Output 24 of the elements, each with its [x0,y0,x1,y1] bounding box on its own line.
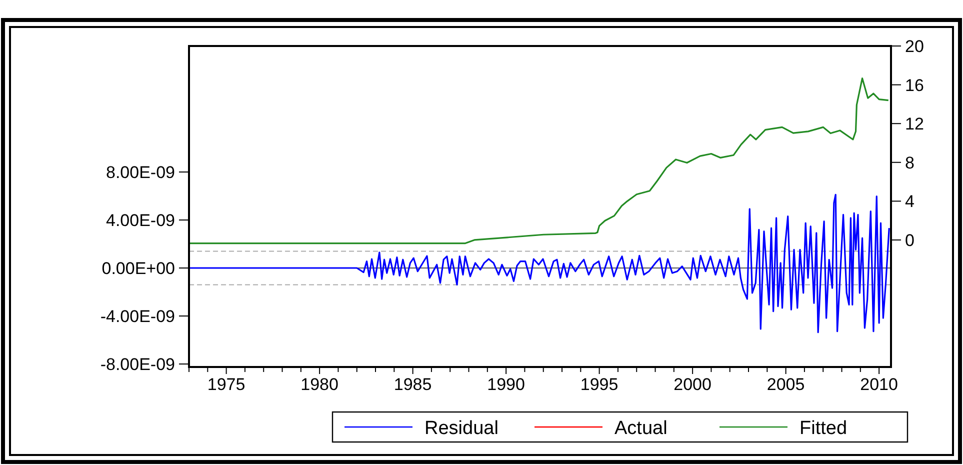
line-series [188,77,890,244]
y2-tick-label: 16 [905,76,924,95]
y-tick-label: 8.00E-09 [106,163,175,182]
x-tick-label: 2005 [766,375,805,394]
x-tick-label: 1980 [300,375,338,394]
x-tick-label: 1995 [580,375,618,394]
y2-tick-label: 4 [905,192,914,212]
x-tick-label: 1975 [207,375,246,394]
x-tick-label: 2010 [860,375,898,394]
y2-tick-label: 0 [905,230,914,250]
x-tick-label: 2000 [674,375,712,394]
x-tick-label: 1990 [487,375,525,394]
legend-label: Residual [424,418,498,439]
y-tick-label: 4.00E-09 [106,211,175,230]
y-tick-label: -8.00E-09 [100,355,175,374]
y-tick-label: -4.00E-09 [100,307,175,326]
legend-label: Fitted [800,418,848,439]
y2-tick-label: 20 [905,37,924,56]
line-series [188,194,890,334]
y-tick-label: 0.00E+00 [102,259,175,278]
legend-label: Actual [614,418,668,439]
y2-tick-label: 8 [905,153,914,172]
x-tick-label: 1985 [394,375,432,394]
y2-tick-label: 12 [905,114,924,134]
